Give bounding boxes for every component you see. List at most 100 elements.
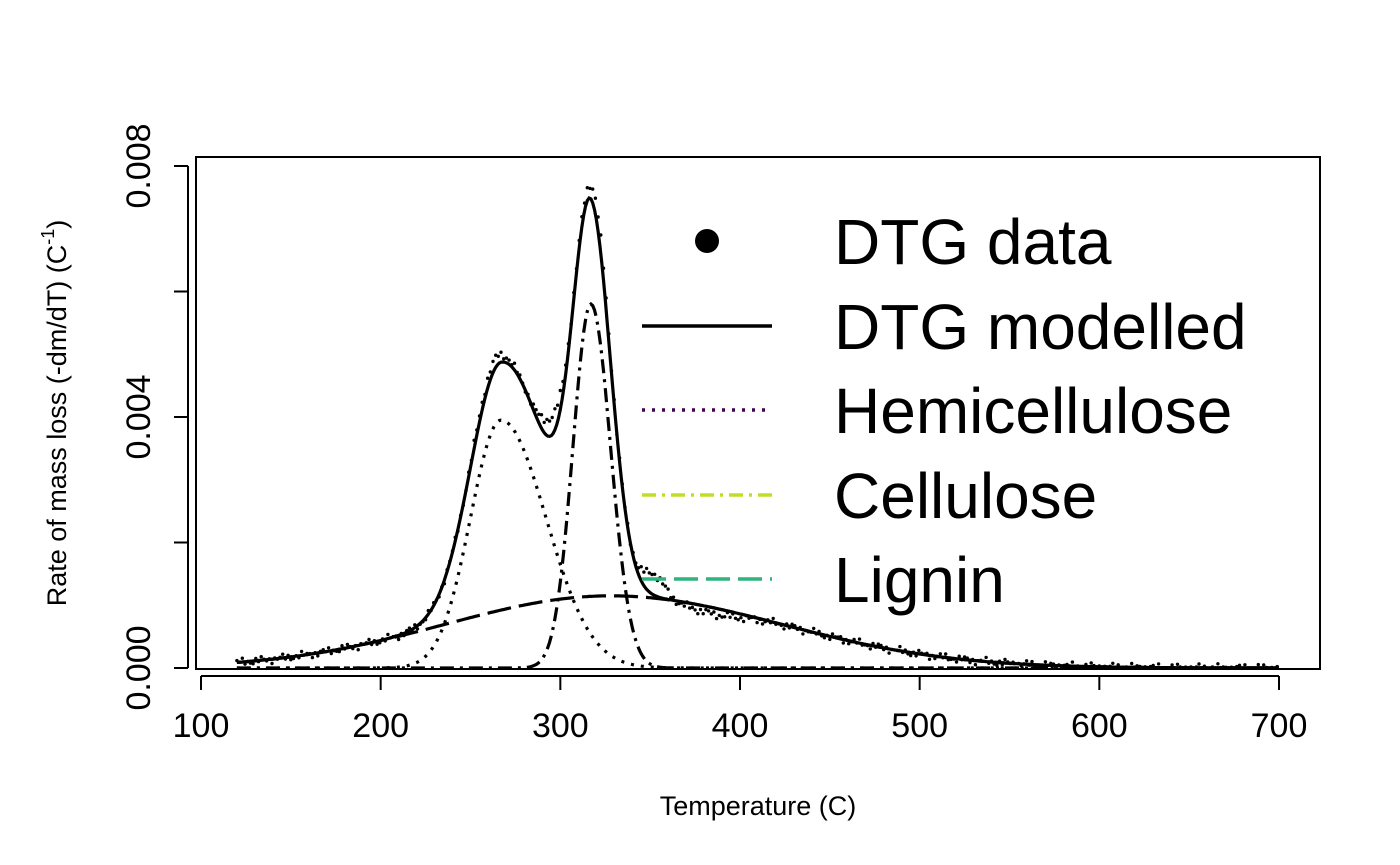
dtg-data-point xyxy=(960,658,964,662)
dtg-data-point xyxy=(421,620,425,624)
dtg-data-point xyxy=(542,420,546,425)
dtg-data-point xyxy=(995,663,999,668)
dtg-data-point xyxy=(273,656,277,660)
dtg-data-point xyxy=(1022,662,1026,666)
dtg-data-point xyxy=(650,572,654,577)
dtg-data-point xyxy=(712,610,716,614)
dtg-data-point xyxy=(1240,666,1244,670)
dtg-data-point xyxy=(1270,665,1274,670)
dtg-data-point xyxy=(833,635,837,639)
dtg-data-point xyxy=(1189,665,1193,669)
dtg-data-point xyxy=(237,660,242,664)
dtg-data-point xyxy=(399,631,403,636)
legend-label-cellulose: Cellulose xyxy=(834,460,1097,532)
dtg-data-point xyxy=(402,633,406,638)
dtg-data-point xyxy=(450,549,455,553)
dtg-data-point xyxy=(329,651,333,656)
dtg-data-point xyxy=(1256,662,1261,667)
dtg-data-point xyxy=(728,615,732,619)
dtg-data-point xyxy=(1267,666,1271,670)
dtg-data-point xyxy=(1251,666,1255,670)
dtg-data-point xyxy=(793,624,797,628)
x-tick-label: 500 xyxy=(891,707,948,745)
dtg-data-point xyxy=(857,637,862,641)
dtg-data-point xyxy=(1148,664,1153,669)
dtg-data-point xyxy=(1175,662,1180,666)
dtg-data-point xyxy=(688,606,692,610)
dtg-data-point xyxy=(1103,664,1107,668)
dtg-data-point xyxy=(623,505,627,510)
dtg-data-point xyxy=(927,657,932,661)
dtg-data-point xyxy=(1262,663,1266,667)
dtg-data-point xyxy=(1229,665,1234,669)
dtg-data-point xyxy=(1041,666,1045,670)
dtg-data-point xyxy=(555,403,560,407)
dtg-data-point xyxy=(1033,665,1037,669)
dtg-data-point xyxy=(1011,660,1015,664)
dtg-data-point xyxy=(429,608,433,613)
dtg-data-point xyxy=(720,615,724,619)
dtg-data-point xyxy=(1194,665,1199,669)
dtg-data-point xyxy=(661,582,665,586)
dtg-data-point xyxy=(750,615,754,620)
dtg-data-point xyxy=(1127,666,1131,670)
dtg-data-point xyxy=(739,616,743,620)
dtg-data-point xyxy=(448,559,452,563)
x-tick-label: 400 xyxy=(712,707,769,745)
dtg-data-point xyxy=(723,615,727,619)
dtg-data-point xyxy=(795,627,800,632)
dtg-data-point xyxy=(973,663,978,667)
dtg-data-point xyxy=(1264,665,1269,670)
dtg-data-point xyxy=(755,620,759,625)
dtg-data-point xyxy=(553,407,557,411)
dtg-data-point xyxy=(917,648,921,653)
dtg-data-point xyxy=(1054,666,1058,670)
dtg-data-point xyxy=(380,637,385,641)
dtg-data-point xyxy=(820,634,824,638)
dtg-data-point xyxy=(483,392,487,397)
dtg-data-point xyxy=(836,635,840,639)
dtg-data-point xyxy=(593,196,598,200)
dtg-data-point xyxy=(308,651,312,656)
dtg-data-point xyxy=(1057,663,1061,667)
dtg-data-point xyxy=(240,656,244,660)
dtg-data-point xyxy=(642,570,646,574)
dtg-data-point xyxy=(987,661,991,665)
dtg-data-point xyxy=(1146,666,1150,670)
dtg-data-point xyxy=(701,612,705,616)
dtg-data-point xyxy=(361,642,366,646)
dtg-data-point xyxy=(359,642,363,646)
legend: DTG data DTG modelled Hemicellulose Cellulo… xyxy=(642,206,1247,616)
dtg-data-point xyxy=(1121,666,1126,670)
dtg-data-point xyxy=(561,379,565,384)
dtg-data-point xyxy=(1038,663,1042,667)
dtg-data-point xyxy=(458,513,463,518)
dtg-data-point xyxy=(1068,664,1072,668)
dtg-data-point xyxy=(453,535,457,539)
dtg-data-point xyxy=(291,656,296,661)
dtg-data-point xyxy=(574,267,579,271)
dtg-data-point xyxy=(604,296,608,300)
dtg-data-point xyxy=(825,633,829,637)
dtg-data-point xyxy=(1132,665,1137,669)
dtg-data-point xyxy=(1205,666,1209,670)
dtg-data-point xyxy=(248,661,253,665)
dtg-data-point xyxy=(1073,666,1077,670)
dtg-data-point xyxy=(830,632,835,636)
dtg-data-point xyxy=(1232,666,1236,670)
dtg-data-point xyxy=(418,622,422,626)
dtg-data-point xyxy=(814,632,819,636)
dtg-data-point xyxy=(968,660,972,665)
dtg-data-point xyxy=(558,388,562,393)
dtg-data-point xyxy=(485,376,490,380)
dtg-data-point xyxy=(469,458,474,463)
dtg-data-point xyxy=(887,651,891,655)
dtg-data-point xyxy=(410,628,414,632)
dtg-data-point xyxy=(423,618,428,622)
dtg-data-point xyxy=(437,595,441,599)
dtg-data-point xyxy=(647,571,651,575)
dtg-data-point xyxy=(1151,663,1155,668)
dtg-data-point xyxy=(1078,666,1083,670)
dtg-data-point xyxy=(1027,663,1032,667)
dtg-data-point xyxy=(526,392,530,396)
